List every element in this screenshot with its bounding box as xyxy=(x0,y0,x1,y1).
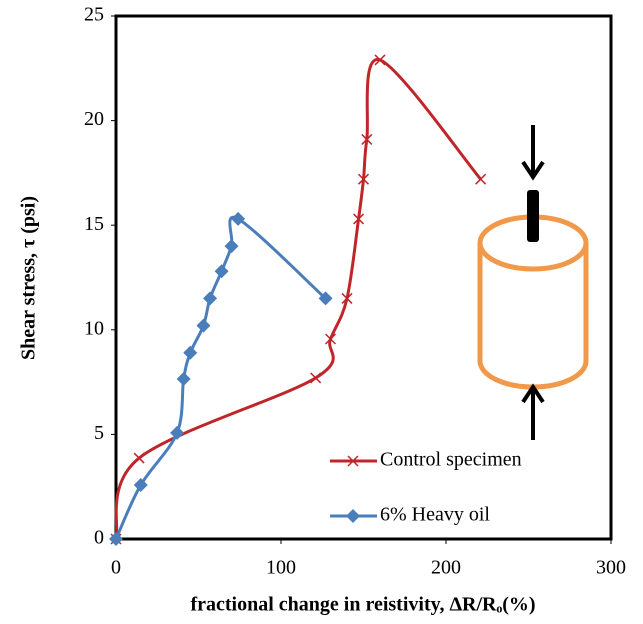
marker xyxy=(310,372,322,384)
marker xyxy=(109,532,123,546)
legend-label: Control specimen xyxy=(380,449,522,471)
marker xyxy=(324,333,337,345)
specimen-illustration xyxy=(477,125,589,440)
marker xyxy=(341,292,353,304)
marker xyxy=(374,54,386,66)
marker xyxy=(203,291,218,306)
marker xyxy=(224,239,239,254)
x-tick-label: 300 xyxy=(596,557,626,579)
marker xyxy=(196,318,211,333)
y-axis-label: Shear stress, τ (psi) xyxy=(18,196,40,360)
y-tick-label: 20 xyxy=(84,108,104,130)
marker xyxy=(183,345,198,360)
marker xyxy=(176,371,191,386)
x-tick-label: 0 xyxy=(111,557,121,579)
marker xyxy=(357,173,370,185)
y-tick-label: 0 xyxy=(94,527,104,549)
marker xyxy=(231,211,246,226)
plot-frame xyxy=(114,14,613,541)
y-tick-label: 5 xyxy=(94,422,104,444)
x-axis-label: fractional change in reistivity, ΔR/Rₒ(%… xyxy=(190,594,535,616)
marker xyxy=(133,452,145,464)
marker xyxy=(347,455,359,467)
legend-label: 6% Heavy oil xyxy=(380,504,490,526)
y-tick-label: 10 xyxy=(84,317,104,339)
marker xyxy=(475,173,487,185)
marker xyxy=(214,264,229,279)
marker xyxy=(170,425,185,440)
y-tick-label: 15 xyxy=(84,213,104,235)
y-tick-label: 25 xyxy=(84,4,104,26)
marker xyxy=(318,291,333,306)
marker xyxy=(353,213,365,225)
marker xyxy=(361,133,373,145)
x-tick-label: 100 xyxy=(266,557,296,579)
x-tick-label: 200 xyxy=(431,557,461,579)
series-line xyxy=(114,58,482,540)
marker xyxy=(346,509,360,523)
marker xyxy=(133,478,148,493)
